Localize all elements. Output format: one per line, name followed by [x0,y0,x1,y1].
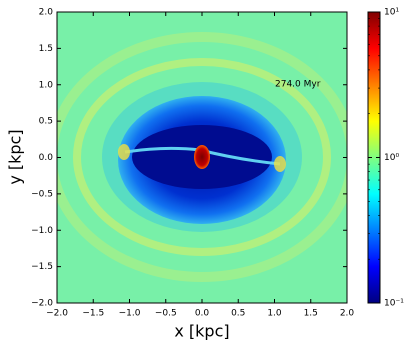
y-axis-label: y [kpc] [6,129,25,184]
x-tick-label: −1.5 [82,309,104,319]
x-axis-label: x [kpc] [174,322,229,341]
y-tick-label: 2.0 [39,8,54,18]
colorbar-tick-label: 10⁰ [384,153,399,163]
y-tick-label: 1.5 [39,44,53,54]
x-tick-label: 0.0 [195,309,210,319]
x-tick-label: 0.5 [231,309,245,319]
y-tick-label: 0.5 [39,117,53,127]
x-tick-label: −1.0 [119,309,141,319]
x-tick-label: 1.0 [267,309,282,319]
y-tick-label: −2.0 [31,299,53,309]
x-tick-label: −2.0 [46,309,68,319]
y-tick-label: −0.5 [31,189,53,199]
x-tick-label: 2.0 [340,309,355,319]
y-tick-label: 0.0 [39,153,54,163]
image [57,12,347,303]
y-tick-label: −1.0 [31,226,53,236]
x-tick-label: 1.5 [304,309,318,319]
colorbar-tick-label: 10⁻¹ [384,299,404,309]
y-tick-label: 1.0 [39,80,54,90]
annotation: 274.0 Myr [275,80,321,90]
x-tick-label: −0.5 [155,309,177,319]
y-tick-label: −1.5 [31,262,53,272]
colorbar-tick-label: 10¹ [384,8,399,18]
